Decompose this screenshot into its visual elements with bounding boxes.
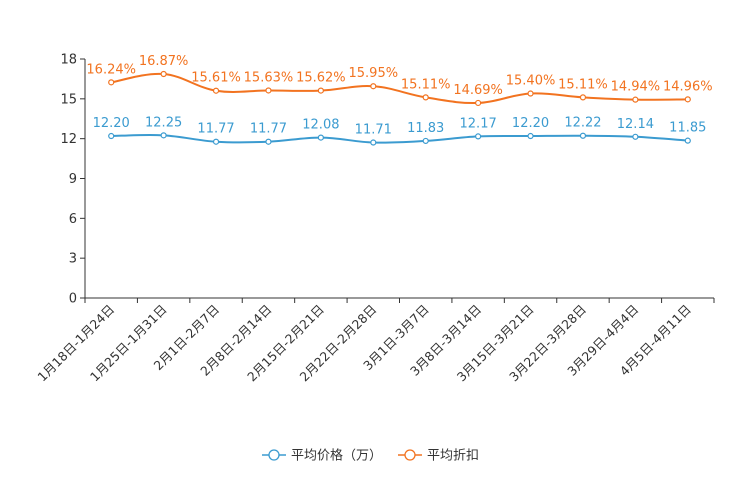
data-label: 11.83 (407, 121, 444, 136)
data-label: 12.20 (512, 116, 549, 131)
legend-label: 平均价格（万） (291, 448, 382, 464)
data-point (370, 139, 377, 146)
data-label: 15.11% (401, 77, 451, 92)
data-point (475, 133, 482, 140)
data-point (317, 87, 324, 94)
series-line (111, 134, 688, 144)
series-layer: 12.20 12.25 11.77 11.77 12.08 11.71 11.83 12.17… (86, 54, 713, 146)
series-line (111, 72, 688, 105)
data-label: 12.14 (617, 117, 654, 132)
data-point (212, 138, 220, 145)
data-label: 15.11% (558, 77, 608, 92)
data-label: 15.61% (191, 71, 241, 86)
data-label: 12.25 (145, 115, 182, 130)
data-label: 11.85 (669, 121, 706, 136)
y-tick-label: 3 (69, 252, 77, 267)
data-label: 15.63% (244, 70, 294, 85)
data-label: 15.40% (506, 74, 556, 89)
data-label: 14.69% (453, 83, 503, 98)
data-point (632, 96, 639, 103)
y-tick-label: 12 (60, 132, 77, 147)
data-point (422, 137, 429, 145)
data-point (475, 99, 482, 107)
data-point (632, 133, 639, 140)
legend-item-1[interactable]: 平均折扣 (398, 449, 479, 464)
data-label: 15.62% (296, 71, 346, 86)
data-point (527, 90, 534, 97)
data-label: 14.94% (611, 80, 661, 95)
data-label: 15.95% (349, 66, 399, 81)
legend-marker-icon (404, 449, 416, 461)
data-point (265, 87, 272, 94)
data-label: 11.77 (197, 122, 234, 137)
data-label: 14.96% (663, 79, 713, 94)
data-point (108, 79, 115, 86)
series-1: 16.24%16.87%15.61% 15.63% 15.62% 15.95%15.1… (86, 54, 713, 107)
data-point (108, 132, 115, 140)
data-label: 11.77 (250, 122, 287, 137)
data-point (422, 94, 429, 101)
y-tick-label: 6 (69, 212, 77, 227)
y-axis: 0 3 6 9 12 15 18 (60, 53, 86, 307)
data-label: 16.87% (139, 54, 189, 69)
data-point (160, 70, 167, 78)
data-label: 12.08 (302, 118, 339, 133)
data-point (579, 132, 587, 139)
y-tick-label: 15 (60, 92, 77, 107)
data-point (317, 134, 324, 141)
data-point (212, 87, 220, 94)
x-axis: 1月18日-1月24日1月25日-1月31日2月1日-2月7日2月8日-2月14… (34, 297, 715, 384)
data-point (265, 138, 272, 145)
y-tick-label: 9 (69, 172, 77, 187)
data-point (684, 137, 691, 144)
legend-item-0[interactable]: 平均价格（万） (262, 448, 382, 464)
data-point (579, 94, 587, 101)
data-point (370, 83, 377, 90)
y-tick-label: 0 (69, 292, 77, 307)
y-tick-label: 18 (60, 53, 77, 68)
data-label: 16.24% (86, 62, 136, 77)
legend: 平均价格（万） 平均折扣 (262, 448, 479, 464)
data-point (160, 132, 167, 139)
legend-marker-icon (268, 449, 280, 461)
data-label: 12.17 (460, 116, 497, 131)
data-label: 12.20 (93, 116, 130, 131)
data-label: 11.71 (355, 123, 392, 138)
data-point (527, 132, 534, 140)
data-point (684, 96, 691, 103)
data-label: 12.22 (564, 116, 601, 131)
legend-label: 平均折扣 (427, 449, 479, 464)
series-0: 12.20 12.25 11.77 11.77 12.08 11.71 11.83 12.17… (93, 115, 706, 146)
